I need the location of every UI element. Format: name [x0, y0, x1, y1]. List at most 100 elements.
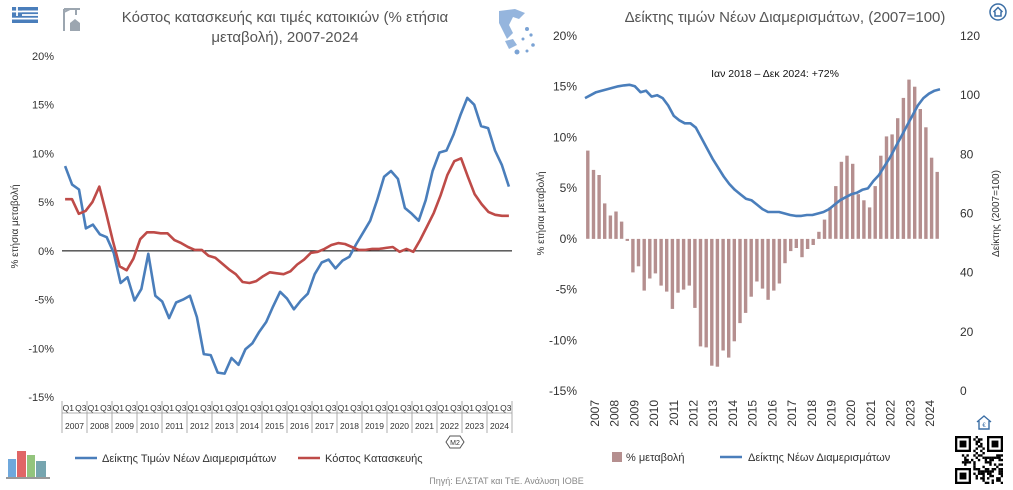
right-bar [766, 238, 770, 300]
right-x-year-label: 2014 [726, 400, 740, 427]
right-y-left-axis-label: % ετήσια μεταβολή [535, 171, 547, 255]
left-legend-label: Κόστος Κατασκευής [325, 453, 423, 465]
right-bar [777, 238, 782, 284]
left-y-axis-label: % ετήσια μεταβολή [9, 184, 21, 268]
right-bar [670, 238, 675, 309]
right-bar [834, 186, 838, 239]
right-bar [625, 238, 629, 241]
left-x-year-label: 2023 [465, 421, 484, 431]
left-x-year-label: 2024 [490, 421, 509, 431]
left-x-quarter-label: Q1 [138, 403, 150, 413]
left-x-quarter-label: Q1 [238, 403, 250, 413]
left-x-quarter-label: Q3 [500, 403, 512, 413]
right-bar [591, 169, 596, 239]
right-y-right-tick-label: 40 [960, 266, 974, 280]
left-x-year-label: 2010 [140, 421, 159, 431]
right-y-left-tick-label: -10% [549, 333, 577, 347]
right-bar [597, 175, 601, 239]
left-x-quarter-label: Q1 [413, 403, 425, 413]
left-y-tick-label: 10% [32, 148, 54, 160]
right-bar [710, 238, 714, 366]
left-x-quarter-label: Q3 [300, 403, 312, 413]
right-bar [822, 219, 827, 239]
right-bar [805, 238, 810, 249]
left-x-quarter-label: Q3 [450, 403, 462, 413]
right-bar [856, 194, 860, 239]
right-bar [800, 238, 804, 258]
left-x-year-label: 2012 [190, 421, 209, 431]
left-x-quarter-label: Q1 [338, 403, 350, 413]
right-bar [659, 238, 663, 286]
right-bar [603, 203, 607, 239]
right-y-right-axis-label: Δείκτης (2007=100) [990, 170, 1002, 257]
right-x-year-label: 2007 [588, 400, 602, 427]
right-bar [901, 97, 906, 239]
left-x-quarter-label: Q3 [75, 403, 87, 413]
right-bar [732, 238, 736, 342]
right-bar [817, 231, 821, 239]
left-title-line-1: Κόστος κατασκευής και τιμές κατοικιών (%… [121, 9, 449, 26]
left-x-year-label: 2008 [90, 421, 109, 431]
right-bar [890, 134, 894, 239]
left-x-year-label: 2016 [290, 421, 309, 431]
left-x-year-label: 2020 [390, 421, 409, 431]
right-bar [631, 238, 635, 273]
right-x-year-label: 2022 [884, 400, 898, 427]
left-x-quarter-label: Q1 [263, 403, 275, 413]
right-bar [772, 238, 776, 291]
left-y-tick-label: -15% [28, 392, 54, 404]
right-x-year-label: 2012 [687, 400, 701, 427]
right-bar [586, 150, 590, 239]
right-y-right-tick-label: 120 [960, 29, 980, 43]
left-x-year-label: 2011 [165, 421, 184, 431]
right-y-left-tick-label: 10% [553, 130, 577, 144]
right-bar [862, 200, 866, 239]
right-bar [676, 238, 680, 293]
right-bar [619, 221, 624, 239]
right-bar [721, 238, 725, 351]
right-y-left-tick-label: 0% [560, 232, 578, 246]
right-annotation: Ιαν 2018 – Δεκ 2024: +72% [711, 68, 839, 80]
left-x-quarter-label: Q1 [88, 403, 100, 413]
left-x-quarter-label: Q3 [100, 403, 112, 413]
right-x-year-label: 2023 [903, 400, 917, 427]
right-chart: -15% -10% -5% 0% 5% 10% 15% 20% 0 20 40 60 80 100 120%… [535, 29, 1002, 464]
right-bar [896, 118, 900, 239]
left-x-quarter-label: Q1 [388, 403, 400, 413]
left-legend-label: Δείκτης Τιμών Νέων Διαμερισμάτων [102, 453, 277, 465]
left-x-quarter-label: Q3 [425, 403, 437, 413]
right-x-year-label: 2010 [647, 400, 661, 427]
right-legend-label: Δείκτης Νέων Διαμερισμάτων [748, 452, 891, 464]
right-bar [727, 238, 731, 358]
left-x-quarter-label: Q3 [375, 403, 387, 413]
home-icon [989, 3, 1007, 21]
right-bar [653, 238, 658, 274]
left-x-quarter-label: Q1 [188, 403, 200, 413]
right-y-left-tick-label: 5% [560, 181, 578, 195]
greece-map-icon [487, 5, 542, 57]
right-bar [636, 238, 641, 267]
right-bar [665, 238, 669, 292]
right-y-right-tick-label: 100 [960, 88, 980, 102]
left-x-quarter-label: Q3 [125, 403, 137, 413]
right-y-right-tick-label: 20 [960, 325, 974, 339]
right-x-year-label: 2008 [608, 400, 622, 427]
left-x-quarter-label: Q3 [225, 403, 237, 413]
right-series-index-line [584, 83, 941, 218]
right-bar [907, 79, 911, 239]
right-chart-title: Δείκτης τιμών Νέων Διαμερισμάτων, (2007=… [624, 9, 946, 26]
left-x-quarter-label: Q1 [463, 403, 475, 413]
right-x-year-label: 2018 [805, 400, 819, 427]
left-title-line-2: μεταβολή), 2007-2024 [211, 29, 359, 46]
city-buildings-icon [6, 443, 50, 479]
left-chart: -15% -10% -5% 0% 5% 10% 15% 20% % ετήσια μεταβολ… [9, 51, 513, 465]
right-y-right-tick-label: 80 [960, 147, 974, 161]
m2-text: M2 [450, 440, 460, 447]
right-bar [687, 238, 691, 286]
right-y-left-tick-label: -15% [549, 384, 577, 398]
left-y-tick-label: -10% [28, 343, 54, 355]
right-bar [783, 238, 787, 264]
right-y-right-tick-label: 60 [960, 207, 974, 221]
right-bar [924, 127, 928, 239]
left-x-year-label: 2007 [65, 421, 84, 431]
